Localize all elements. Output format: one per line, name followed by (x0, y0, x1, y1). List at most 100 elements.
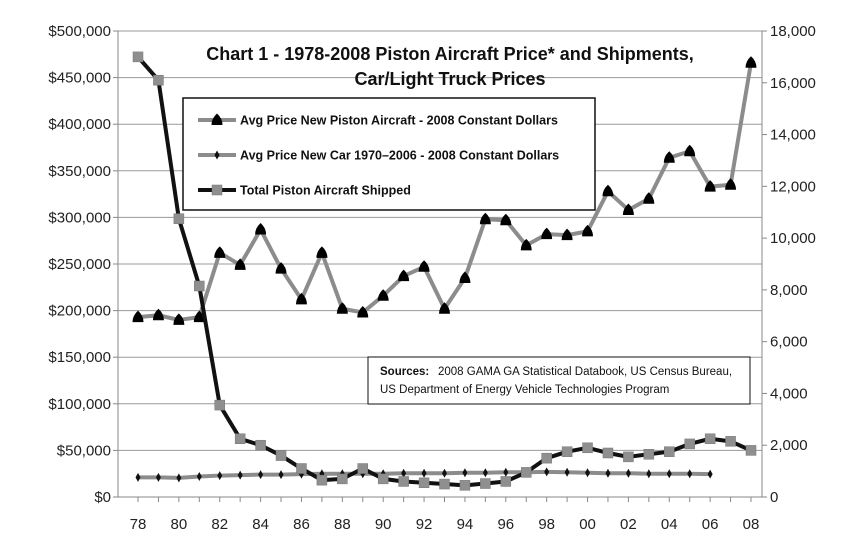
data-point-aircraft-shipped (520, 467, 532, 478)
data-point-aircraft-price (663, 151, 675, 163)
right-tick-label: 10,000 (770, 230, 816, 247)
data-point-aircraft-shipped (418, 477, 430, 489)
x-tick-label: 92 (416, 516, 433, 533)
right-tick-label: 14,000 (770, 127, 816, 144)
data-point-aircraft-shipped (132, 51, 144, 63)
x-tick-label: 06 (702, 516, 719, 533)
x-tick-label: 88 (334, 516, 351, 533)
data-point-aircraft-shipped (745, 445, 757, 456)
data-point-aircraft-price (316, 246, 328, 258)
right-tick-label: 12,000 (770, 178, 816, 195)
x-tick-label: 98 (538, 516, 555, 533)
chart-subtitle: Car/Light Truck Prices (354, 69, 545, 89)
right-tick-label: 4,000 (770, 385, 808, 402)
data-point-car-price (564, 467, 570, 477)
data-point-aircraft-price (173, 313, 185, 325)
data-point-car-price (135, 472, 141, 482)
legend-label-aircraft-shipped: Total Piston Aircraft Shipped (240, 184, 411, 198)
data-point-aircraft-price (541, 227, 553, 240)
right-axis-ticks: 0 2,000 4,000 6,000 8,000 10,000 12,000 14,000 1… (762, 23, 816, 506)
data-point-aircraft-price (459, 271, 471, 283)
data-point-aircraft-shipped (500, 476, 512, 487)
x-tick-label: 86 (293, 516, 310, 533)
left-tick-label: $200,000 (48, 303, 111, 320)
data-point-aircraft-price (152, 308, 164, 321)
x-tick-label: 94 (457, 516, 474, 533)
data-point-car-price (462, 468, 468, 478)
x-tick-label: 96 (497, 516, 514, 533)
data-point-aircraft-shipped (255, 439, 266, 451)
right-tick-label: 16,000 (770, 75, 816, 92)
data-point-car-price (625, 468, 631, 478)
series-aircraft-price (132, 56, 757, 325)
data-point-car-price (503, 467, 509, 477)
data-point-aircraft-shipped (684, 438, 695, 450)
data-point-car-price (155, 472, 161, 482)
legend-label-car-price: Avg Price New Car 1970–2006 - 2008 Const… (240, 149, 559, 163)
data-point-aircraft-price (336, 302, 348, 314)
x-tick-label: 00 (579, 516, 596, 533)
left-axis-ticks: $0 $50,000 $100,000 $150,000 $200,000 $250,00… (48, 23, 118, 506)
left-tick-label: $150,000 (48, 349, 111, 366)
data-point-aircraft-price (398, 269, 410, 282)
data-point-car-price (278, 470, 284, 480)
data-point-aircraft-price (132, 310, 144, 323)
data-point-car-price (666, 469, 672, 479)
data-point-aircraft-shipped (296, 463, 307, 474)
right-tick-label: 8,000 (770, 282, 808, 299)
left-tick-label: $400,000 (48, 116, 111, 133)
data-point-car-price (646, 469, 652, 479)
legend: Avg Price New Piston Aircraft - 2008 Con… (182, 97, 596, 211)
data-point-car-price (707, 469, 713, 479)
right-tick-label: 2,000 (770, 437, 808, 454)
data-point-aircraft-shipped (316, 474, 328, 486)
data-point-aircraft-price (214, 246, 226, 258)
sources-frame (367, 356, 751, 405)
left-tick-label: $450,000 (48, 70, 111, 87)
data-point-car-price (176, 473, 182, 483)
x-tick-label: 78 (130, 516, 147, 533)
data-point-aircraft-price (704, 180, 716, 192)
data-point-aircraft-price (295, 292, 307, 305)
legend-label-aircraft-price: Avg Price New Piston Aircraft - 2008 Con… (240, 114, 558, 128)
data-point-aircraft-price (418, 260, 430, 272)
left-tick-label: $500,000 (48, 23, 111, 40)
data-point-car-price (687, 469, 693, 479)
x-tick-label: 80 (171, 516, 188, 533)
left-tick-label: $350,000 (48, 163, 111, 180)
data-point-aircraft-price (193, 310, 205, 323)
data-point-aircraft-price (622, 203, 634, 215)
legend-box (182, 97, 596, 211)
data-point-aircraft-price (275, 262, 287, 274)
sources-label: Sources: (380, 366, 429, 378)
data-point-aircraft-price (745, 56, 757, 68)
sources-box: Sources: 2008 GAMA GA Statistical Databo… (367, 356, 751, 405)
legend-marker-aircraft-shipped (211, 184, 223, 196)
data-point-car-price (401, 468, 407, 478)
data-point-car-price (585, 468, 591, 478)
x-axis-ticks: 78 80 82 84 86 88 90 92 94 96 98 00 02 04 06 08 (130, 497, 759, 533)
data-point-aircraft-shipped (602, 447, 614, 459)
data-point-aircraft-price (377, 289, 389, 301)
data-point-car-price (237, 470, 243, 480)
data-point-aircraft-price (582, 224, 594, 237)
legend-marker-car-price (214, 150, 220, 160)
data-point-aircraft-price (479, 212, 491, 225)
data-point-aircraft-shipped (173, 213, 185, 224)
sources-line-1: 2008 GAMA GA Statistical Databook, US Ce… (438, 366, 732, 378)
data-point-aircraft-shipped (541, 452, 552, 464)
right-tick-label: 6,000 (770, 334, 808, 351)
data-point-aircraft-shipped (194, 280, 205, 292)
data-point-car-price (544, 467, 550, 477)
data-point-aircraft-price (602, 184, 614, 197)
left-tick-label: $0 (94, 489, 111, 506)
left-tick-label: $250,000 (48, 256, 111, 273)
data-point-aircraft-shipped (623, 451, 634, 463)
data-point-car-price (482, 468, 488, 478)
data-point-aircraft-price (255, 223, 267, 235)
data-point-aircraft-shipped (561, 446, 573, 457)
x-tick-label: 84 (252, 516, 269, 533)
data-point-aircraft-price (643, 192, 655, 204)
data-point-aircraft-shipped (357, 463, 369, 474)
